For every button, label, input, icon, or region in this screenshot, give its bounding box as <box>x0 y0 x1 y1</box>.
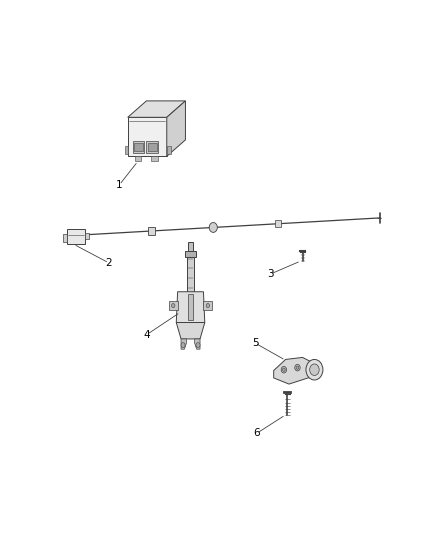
FancyBboxPatch shape <box>85 233 89 239</box>
Circle shape <box>209 223 217 232</box>
FancyBboxPatch shape <box>63 234 67 242</box>
Text: 5: 5 <box>252 338 258 348</box>
Circle shape <box>283 368 285 372</box>
Polygon shape <box>128 101 185 117</box>
Circle shape <box>181 343 185 348</box>
Polygon shape <box>169 302 178 310</box>
Circle shape <box>172 303 175 308</box>
Polygon shape <box>176 292 205 322</box>
FancyBboxPatch shape <box>185 251 196 257</box>
Circle shape <box>306 359 323 380</box>
Polygon shape <box>167 101 185 156</box>
FancyBboxPatch shape <box>67 229 85 244</box>
Circle shape <box>310 364 319 375</box>
Circle shape <box>196 343 200 348</box>
Polygon shape <box>181 339 187 349</box>
Text: 2: 2 <box>106 258 113 268</box>
Polygon shape <box>274 358 314 384</box>
FancyBboxPatch shape <box>134 143 143 151</box>
Circle shape <box>281 366 286 373</box>
FancyBboxPatch shape <box>167 146 171 154</box>
FancyBboxPatch shape <box>187 257 194 292</box>
FancyBboxPatch shape <box>152 156 158 161</box>
Polygon shape <box>176 322 205 339</box>
FancyBboxPatch shape <box>148 143 157 151</box>
FancyBboxPatch shape <box>275 221 281 227</box>
FancyBboxPatch shape <box>148 227 155 235</box>
Polygon shape <box>194 339 200 349</box>
Circle shape <box>296 366 299 369</box>
Text: 6: 6 <box>254 429 260 438</box>
FancyBboxPatch shape <box>188 294 193 320</box>
Polygon shape <box>203 302 212 310</box>
Text: 1: 1 <box>116 180 123 190</box>
Circle shape <box>206 303 209 308</box>
Text: 4: 4 <box>143 330 150 340</box>
FancyBboxPatch shape <box>133 141 145 153</box>
FancyBboxPatch shape <box>125 146 128 154</box>
Polygon shape <box>128 117 167 156</box>
FancyBboxPatch shape <box>134 156 141 161</box>
FancyBboxPatch shape <box>188 241 193 251</box>
FancyBboxPatch shape <box>146 141 158 153</box>
Text: 3: 3 <box>267 269 274 279</box>
Circle shape <box>295 365 300 371</box>
